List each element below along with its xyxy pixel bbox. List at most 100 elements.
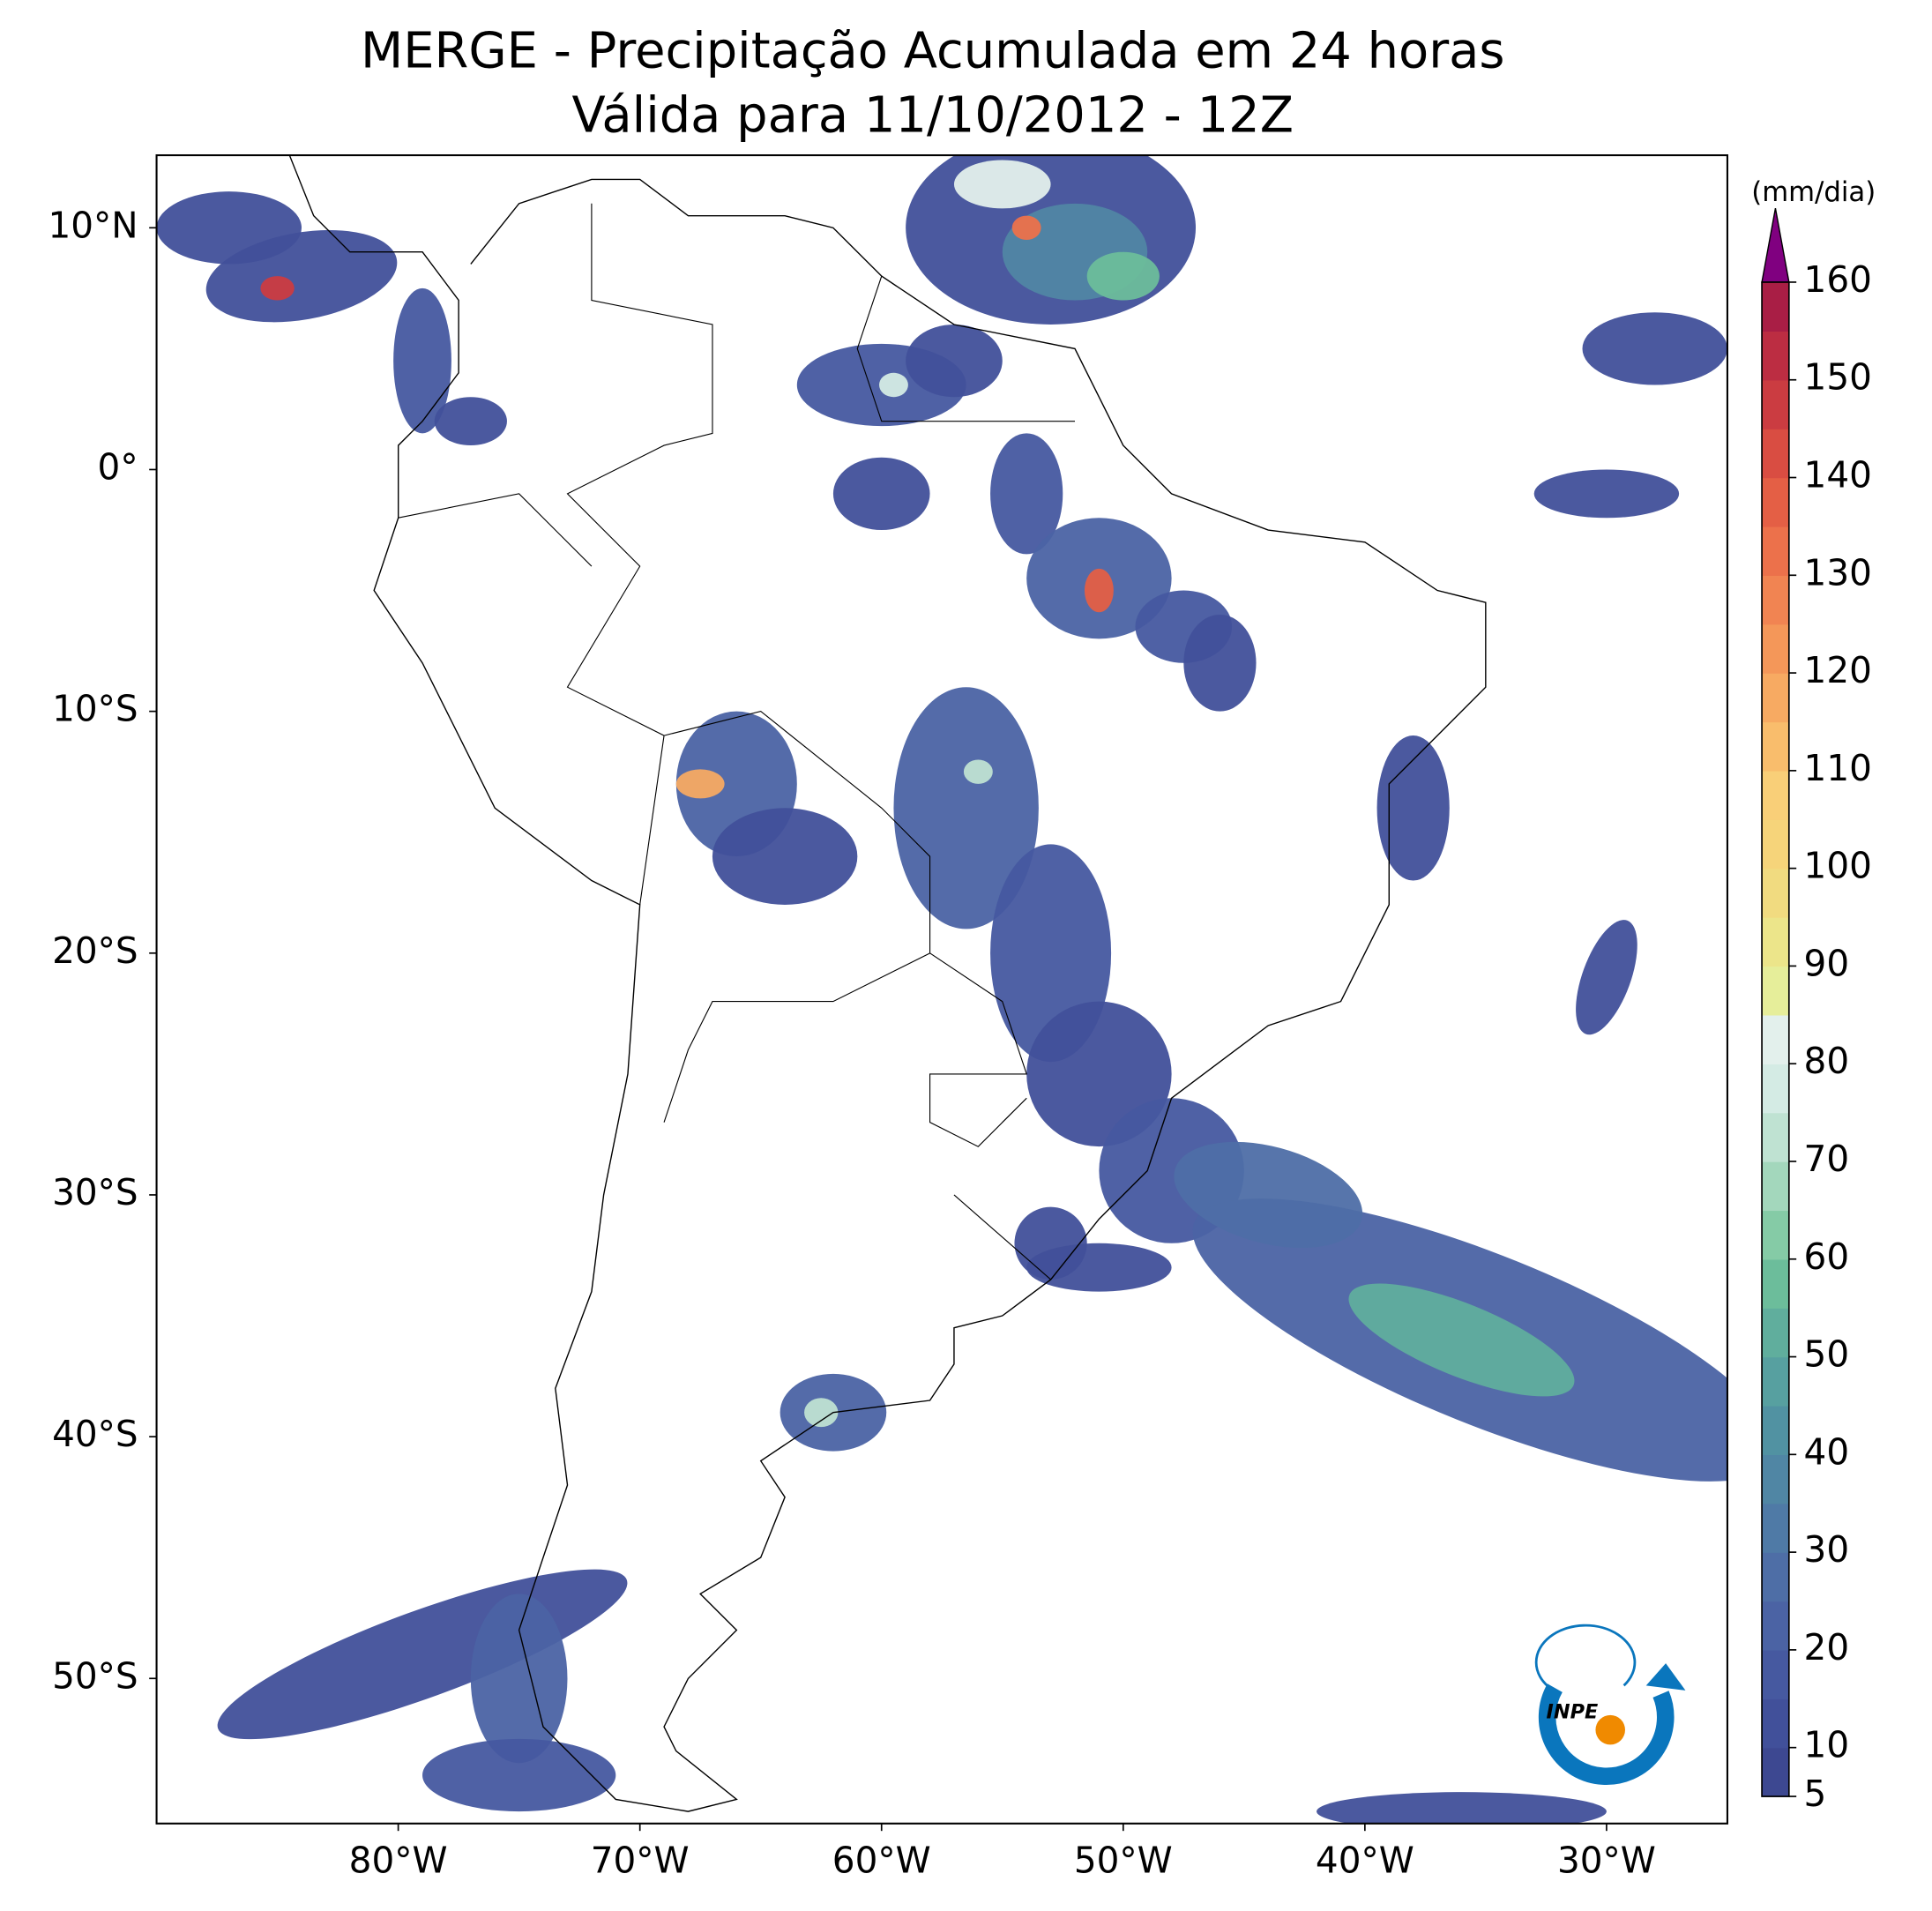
precip-area xyxy=(260,276,295,301)
precip-area xyxy=(434,397,507,446)
colorbar-tick-label: 130 xyxy=(1804,551,1872,593)
precip-area xyxy=(879,372,908,398)
x-tick-label: 30°W xyxy=(1557,1840,1656,1882)
precip-area xyxy=(953,160,1051,209)
colorbar-band xyxy=(1762,1405,1789,1456)
precip-area xyxy=(1086,251,1160,301)
x-tick-label: 60°W xyxy=(832,1840,931,1882)
colorbar-band xyxy=(1762,526,1789,576)
subtitle: Válida para 11/10/2012 - 12Z xyxy=(572,86,1294,144)
colorbar-band xyxy=(1762,1503,1789,1553)
colorbar-band xyxy=(1762,1258,1789,1309)
logo-orbit xyxy=(1534,1624,1637,1690)
logo-text: INPE xyxy=(1547,1701,1599,1724)
precip-area xyxy=(1026,1243,1172,1292)
colorbar-band xyxy=(1762,1649,1789,1699)
colorbar-extend xyxy=(1761,207,1790,283)
precip-area xyxy=(1533,469,1680,519)
colorbar-band xyxy=(1762,575,1789,625)
border xyxy=(566,203,713,906)
colorbar-tick-label: 40 xyxy=(1804,1430,1850,1473)
colorbar-tick-label: 110 xyxy=(1804,747,1872,789)
y-tick-label: 50°S xyxy=(52,1654,138,1697)
colorbar-band xyxy=(1762,1698,1789,1749)
colorbar-band xyxy=(1762,673,1789,723)
colorbar-band xyxy=(1762,1161,1789,1212)
precip-area xyxy=(832,457,930,531)
colorbar-band xyxy=(1762,1601,1789,1651)
colorbar-tick-label: 160 xyxy=(1804,258,1872,301)
colorbar-tick-label: 120 xyxy=(1804,649,1872,691)
colorbar-band xyxy=(1762,868,1789,918)
precip-area xyxy=(804,1398,839,1428)
precip-area xyxy=(1183,614,1257,712)
colorbar-label: (mm/dia) xyxy=(1751,176,1876,208)
colorbar-band xyxy=(1762,819,1789,870)
border xyxy=(856,275,1076,422)
precip-area xyxy=(1084,568,1114,613)
colorbar-band xyxy=(1762,1356,1789,1407)
colorbar-tick-label: 150 xyxy=(1804,356,1872,399)
border xyxy=(953,1194,1051,1280)
x-tick-label: 80°W xyxy=(349,1840,448,1882)
colorbar-tick-label: 90 xyxy=(1804,942,1850,984)
precip-area xyxy=(1376,735,1450,881)
colorbar-tick-label: 10 xyxy=(1804,1724,1850,1766)
precip-area xyxy=(1582,312,1727,385)
colorbar-tick-label: 70 xyxy=(1804,1138,1850,1180)
precip-area xyxy=(1011,215,1041,241)
logo-arc xyxy=(1538,1683,1675,1785)
logo-sun xyxy=(1595,1714,1625,1745)
map-area: 80°W 70°W 60°W 50°W 40°W 30°W 10°N 0° 10°S 20°S 30… xyxy=(48,153,1728,1882)
colorbar-band xyxy=(1762,1308,1789,1358)
colorbar-tick-label: 30 xyxy=(1804,1528,1850,1571)
colorbar-band xyxy=(1762,966,1789,1016)
y-tick-label: 30°S xyxy=(52,1171,138,1213)
y-tick-label: 10°N xyxy=(48,204,138,246)
colorbar-band xyxy=(1762,1210,1789,1260)
y-tick-label: 10°S xyxy=(52,688,138,730)
x-tick-label: 40°W xyxy=(1316,1840,1414,1882)
colorbar-tick-label: 50 xyxy=(1804,1333,1850,1376)
map-frame xyxy=(155,153,1728,1825)
precip-area xyxy=(1348,1283,1575,1397)
border xyxy=(398,493,593,567)
colorbar-band xyxy=(1762,281,1789,332)
colorbar-band xyxy=(1762,721,1789,772)
y-tick-label: 0° xyxy=(98,445,138,488)
colorbar-band xyxy=(1762,1552,1789,1602)
colorbar-band xyxy=(1762,1014,1789,1064)
precip-area xyxy=(675,769,725,799)
precip-area xyxy=(1174,1141,1363,1249)
colorbar-band xyxy=(1762,623,1789,674)
precip-area xyxy=(990,433,1063,555)
inpe-logo: INPE xyxy=(1534,1624,1686,1785)
colorbar-band xyxy=(1762,477,1789,527)
precip-area xyxy=(156,191,302,265)
colorbar-tick-label: 140 xyxy=(1804,454,1872,496)
precip-area xyxy=(470,1594,568,1764)
colorbar-tick-label: 20 xyxy=(1804,1626,1850,1668)
precip-area xyxy=(712,808,858,905)
colorbar-tick-label: 80 xyxy=(1804,1040,1850,1082)
precip-area xyxy=(217,1569,628,1740)
map-layer xyxy=(156,155,1727,1824)
coastline xyxy=(288,155,1487,1812)
border xyxy=(929,952,1028,1147)
title: MERGE - Precipitação Acumulada em 24 hor… xyxy=(361,23,1505,80)
precip-area xyxy=(906,324,1003,398)
colorbar-band xyxy=(1762,1112,1789,1162)
colorbar-band xyxy=(1762,770,1789,820)
logo-arrow xyxy=(1645,1663,1686,1691)
y-tick-label: 20°S xyxy=(52,929,138,972)
x-tick-label: 70°W xyxy=(591,1840,690,1882)
colorbar-frame xyxy=(1761,281,1790,1797)
precip-area xyxy=(1317,1792,1607,1824)
x-tick-label: 50°W xyxy=(1074,1840,1173,1882)
colorbar-tick-label: 60 xyxy=(1804,1235,1850,1278)
precip-area xyxy=(422,1738,616,1812)
precip-area xyxy=(963,759,993,784)
colorbar-tick-label: 5 xyxy=(1804,1773,1827,1815)
